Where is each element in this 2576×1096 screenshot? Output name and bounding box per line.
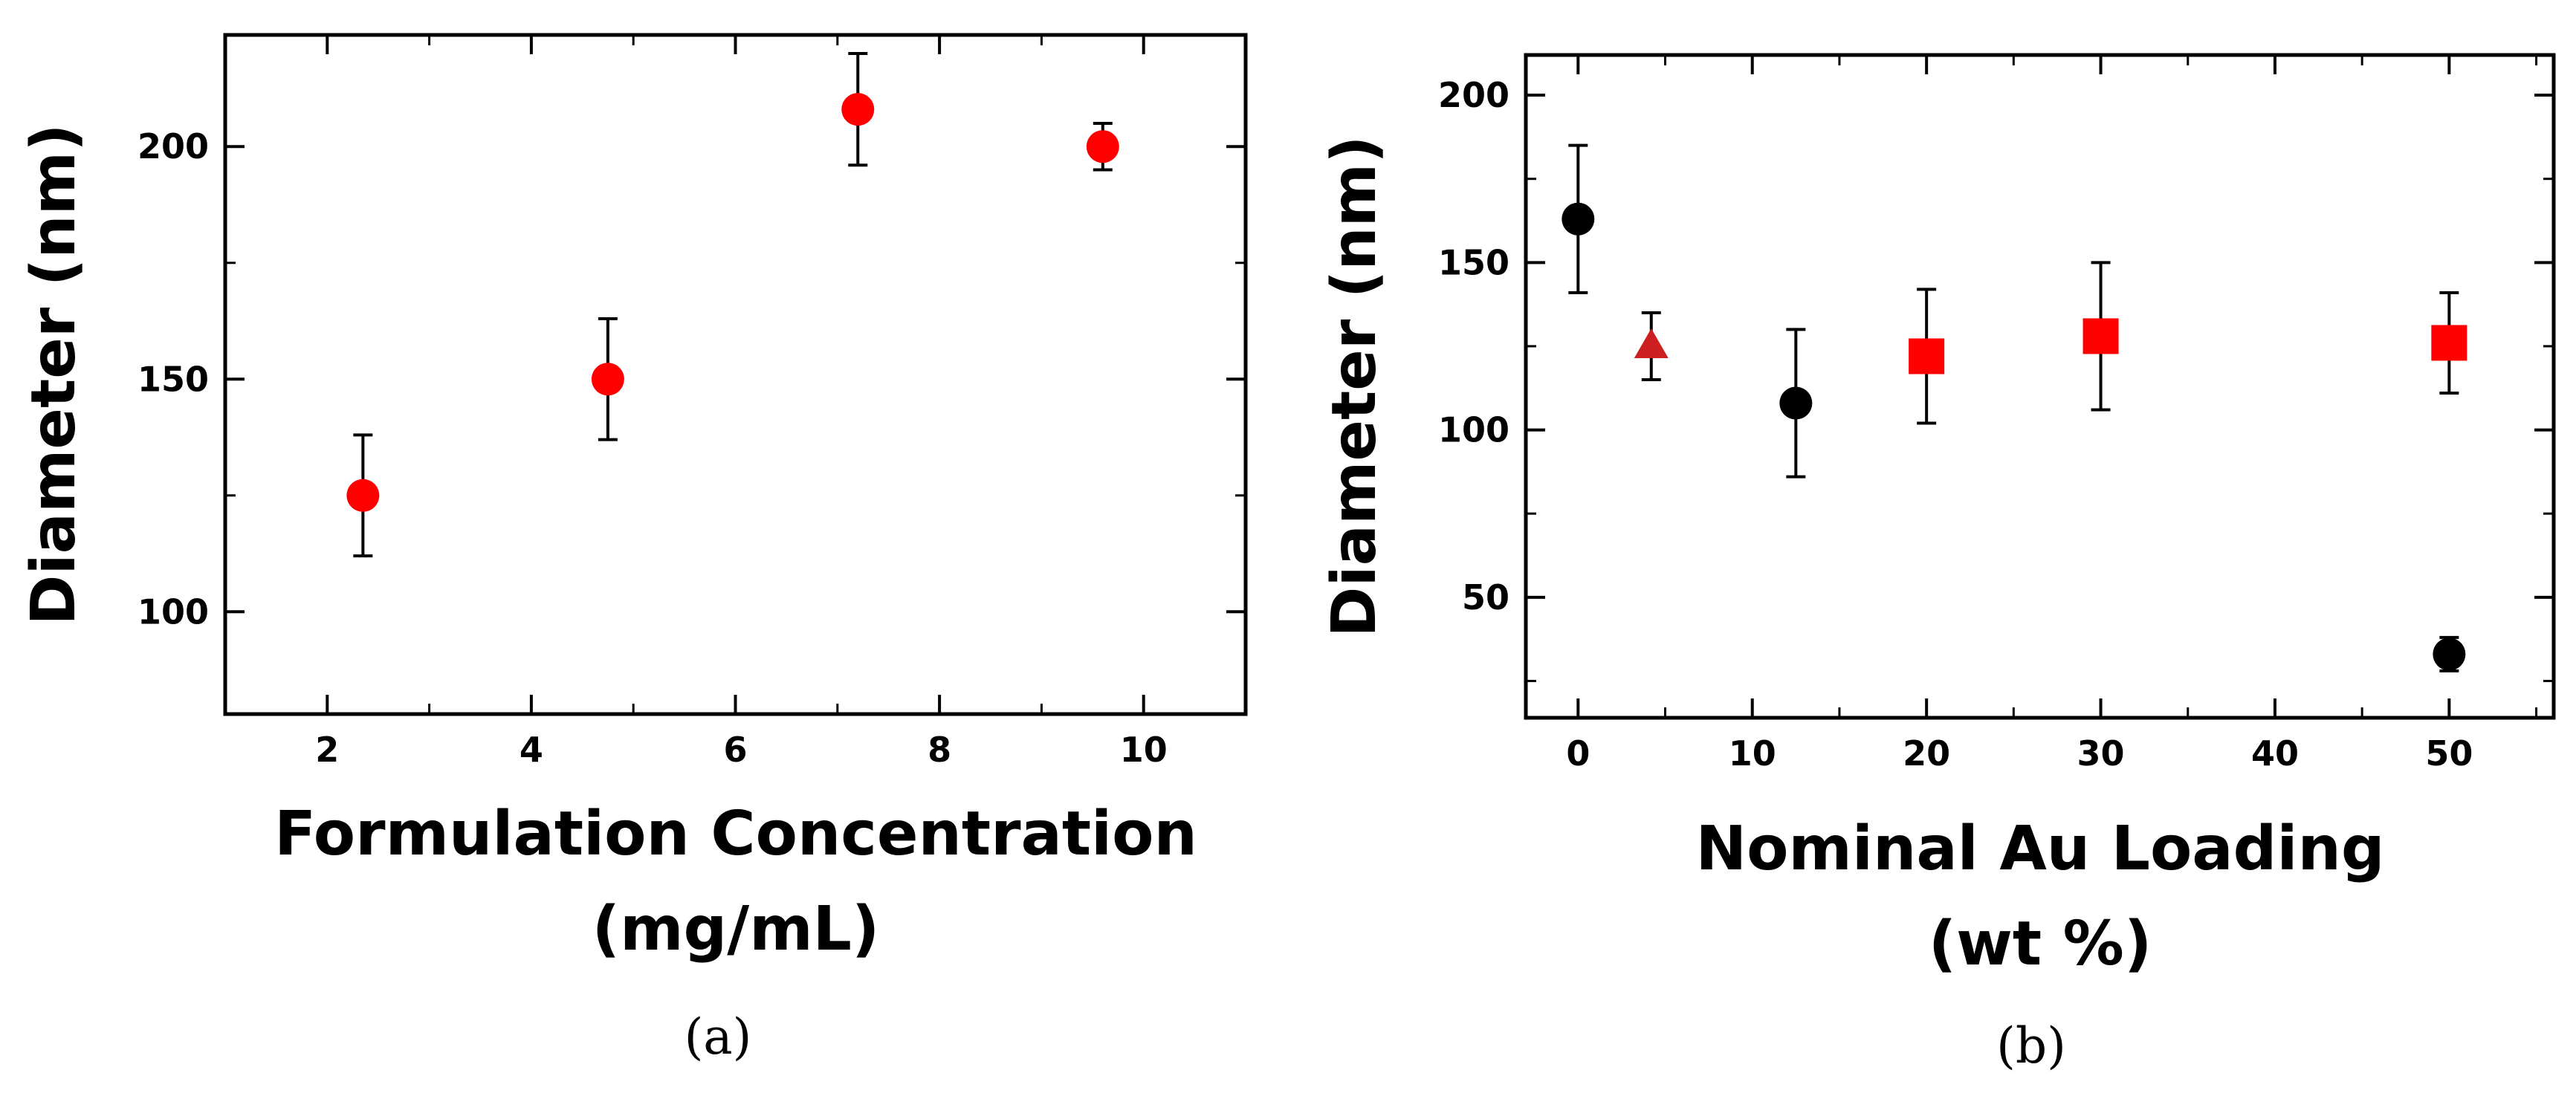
y-tick-label-a: 200 xyxy=(137,126,209,166)
ticks-b xyxy=(1526,55,2554,718)
y-tick-label-a: 150 xyxy=(137,359,209,399)
panel-label-a: (a) xyxy=(685,1008,752,1066)
y-tick-label-b: 150 xyxy=(1438,242,1509,282)
data-point-a xyxy=(591,363,624,396)
x-tick-label-b: 40 xyxy=(2251,733,2299,774)
y-axis-label-b: Diameter (nm) xyxy=(1319,135,1390,637)
y-tick-label-b: 50 xyxy=(1462,577,1509,617)
y-tick-label-b: 100 xyxy=(1438,410,1509,450)
x-tick-label-b: 20 xyxy=(1903,733,1950,774)
data-marks-b xyxy=(1562,143,2467,672)
x-tick-label-a: 6 xyxy=(723,730,747,770)
x-tick-label-a: 4 xyxy=(520,730,543,770)
data-point-b xyxy=(1562,202,1595,236)
data-point-b xyxy=(2433,638,2466,671)
x-tick-label-a: 8 xyxy=(928,730,951,770)
plot-frame-b xyxy=(1524,53,2556,720)
x-tick-label-a: 2 xyxy=(315,730,339,770)
data-point-b xyxy=(1909,338,1945,374)
data-point-a xyxy=(841,93,875,126)
x-tick-label-b: 0 xyxy=(1566,733,1590,774)
chart-panel-b: 0 10 20 30 40 50 50 100 150 200 Diameter (nm) Nom… xyxy=(1319,53,2556,1074)
x-axis-label-b-line2: (wt %) xyxy=(1929,909,2152,979)
x-axis-label-a-line1: Formulation Concentration xyxy=(274,799,1197,869)
x-axis-label-b-line1: Nominal Au Loading xyxy=(1695,814,2384,884)
x-tick-label-b: 30 xyxy=(2077,733,2125,774)
tick-labels-a: 2 4 6 8 10 100 150 200 xyxy=(137,126,1168,770)
data-point-b xyxy=(1634,328,1669,358)
x-tick-label-b: 50 xyxy=(2425,733,2473,774)
chart-panel-a: 2 4 6 8 10 100 150 200 Diameter (nm) Formulatio… xyxy=(19,33,1248,1066)
data-point-a xyxy=(1086,130,1119,163)
data-point-b xyxy=(2083,318,2119,354)
ticks-a xyxy=(225,35,1246,714)
y-axis-label-a: Diameter (nm) xyxy=(19,123,89,625)
x-axis-label-a-line2: (mg/mL) xyxy=(592,894,880,964)
y-tick-label-a: 100 xyxy=(137,591,209,632)
panel-label-b: (b) xyxy=(1996,1017,2066,1074)
tick-labels-b: 0 10 20 30 40 50 50 100 150 200 xyxy=(1438,75,2473,774)
x-tick-label-a: 10 xyxy=(1120,730,1168,770)
data-point-a xyxy=(346,479,380,512)
data-point-b xyxy=(2431,325,2467,361)
data-marks-a xyxy=(346,52,1119,558)
y-tick-label-b: 200 xyxy=(1438,75,1509,115)
data-point-b xyxy=(1779,386,1813,420)
x-tick-label-b: 10 xyxy=(1729,733,1776,774)
